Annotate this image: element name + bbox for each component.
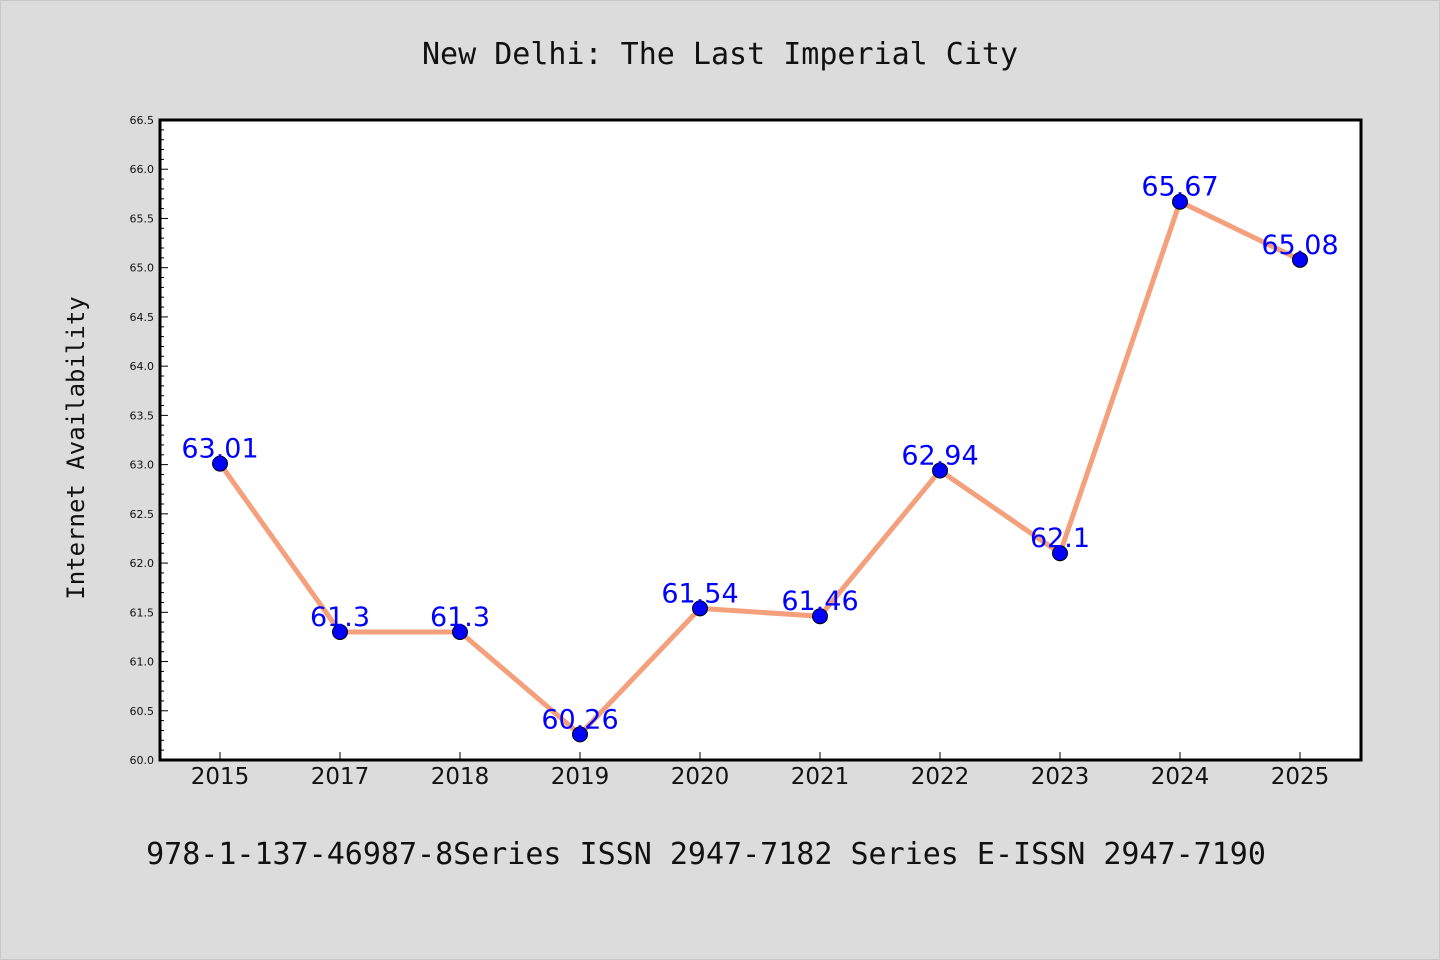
data-point bbox=[1172, 193, 1188, 210]
x-tick-label: 2025 bbox=[1271, 764, 1330, 790]
chart-title: New Delhi: The Last Imperial City bbox=[422, 37, 1018, 72]
plot-area bbox=[160, 120, 1361, 760]
x-tick-label: 2024 bbox=[1151, 764, 1210, 790]
data-label: 61.46 bbox=[781, 586, 858, 617]
data-point bbox=[572, 726, 588, 743]
data-point bbox=[332, 624, 348, 640]
y-tick-label: 66.0 bbox=[130, 163, 155, 176]
data-label: 61.54 bbox=[661, 578, 738, 609]
x-axis: 2015 2017 2018 2019 2020 2021 2022 2023 2024 2025 bbox=[191, 752, 1330, 790]
x-tick-label: 2020 bbox=[671, 764, 730, 790]
y-tick-label: 66.5 bbox=[130, 114, 155, 127]
data-label: 61.3 bbox=[430, 602, 490, 633]
data-label: 62.1 bbox=[1030, 523, 1090, 554]
series-line bbox=[217, 199, 1303, 737]
footer-text: 978-1-137-46987-8Series ISSN 2947-7182 S… bbox=[146, 837, 1266, 872]
y-tick-label: 62.0 bbox=[130, 557, 155, 570]
y-tick-label: 60.0 bbox=[130, 754, 155, 767]
x-tick-label: 2015 bbox=[191, 764, 250, 790]
y-tick-label: 60.5 bbox=[130, 705, 155, 718]
data-label: 61.3 bbox=[310, 602, 370, 633]
y-tick-label: 65.0 bbox=[130, 262, 155, 275]
y-tick-label: 61.0 bbox=[130, 656, 155, 669]
data-point bbox=[692, 600, 708, 617]
x-tick-label: 2019 bbox=[551, 764, 610, 790]
y-tick-label: 64.0 bbox=[130, 360, 155, 373]
data-point bbox=[1052, 545, 1068, 562]
x-tick-label: 2017 bbox=[311, 764, 370, 790]
y-tick-label: 64.5 bbox=[130, 311, 155, 324]
data-label: 65.08 bbox=[1261, 230, 1338, 261]
data-point bbox=[212, 455, 228, 472]
data-label: 62.94 bbox=[901, 441, 978, 472]
x-tick-label: 2022 bbox=[911, 764, 970, 790]
x-tick-label: 2021 bbox=[791, 764, 850, 790]
data-point bbox=[452, 624, 468, 640]
data-label: 63.01 bbox=[181, 434, 258, 465]
data-label: 65.67 bbox=[1141, 172, 1218, 203]
y-axis-label: Internet Availability bbox=[62, 296, 90, 599]
data-point bbox=[1292, 251, 1308, 268]
data-point bbox=[932, 462, 948, 479]
y-tick-label: 63.5 bbox=[130, 409, 155, 422]
series-group: 63.01 61.3 61.3 60.26 61.54 61.46 62.94 62.1 65.… bbox=[181, 172, 1339, 743]
y-tick-label: 62.5 bbox=[130, 508, 155, 521]
data-point bbox=[812, 608, 828, 625]
data-label: 60.26 bbox=[541, 704, 618, 735]
plot-frame bbox=[158, 118, 1363, 762]
x-tick-label: 2023 bbox=[1031, 764, 1090, 790]
y-tick-label: 65.5 bbox=[130, 212, 155, 225]
y-tick-label: 61.5 bbox=[130, 606, 155, 619]
x-tick-label: 2018 bbox=[431, 764, 490, 790]
y-tick-label: 63.0 bbox=[130, 459, 155, 472]
y-axis: 60.0 60.5 61.0 61.5 62.0 62.5 63.0 63.5 64.0 64.5… bbox=[130, 114, 168, 767]
